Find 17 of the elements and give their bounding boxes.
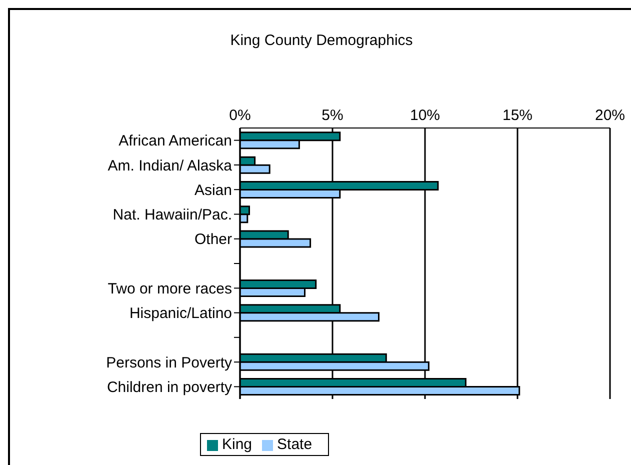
x-tick-label: 5%	[322, 107, 344, 124]
x-tick-label: 10%	[410, 107, 440, 124]
legend-label: State	[277, 436, 312, 453]
y-tick-label: Hispanic/Latino	[129, 305, 232, 322]
y-tick-label: Two or more races	[108, 280, 232, 298]
x-tick-label: 20%	[594, 107, 626, 124]
y-tick-label: Nat. Hawaiin/Pac.	[112, 206, 232, 224]
y-tick-label: Other	[194, 231, 232, 248]
x-tick-label: 0%	[229, 107, 251, 124]
y-tick-label: Am. Indian/ Alaska	[108, 157, 233, 174]
y-tick-label: Children in poverty	[106, 379, 232, 396]
chart-title: King County Demographics	[229, 32, 414, 49]
x-tick-label: 15%	[502, 107, 533, 124]
y-tick-label: Asian	[194, 182, 232, 199]
y-tick-label: Persons in Poverty	[106, 354, 232, 372]
y-tick-label: African American	[118, 132, 232, 150]
legend-label: King	[222, 436, 252, 453]
